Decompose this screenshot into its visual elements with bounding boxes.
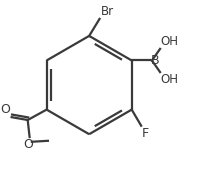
Text: O: O [0, 103, 10, 116]
Text: OH: OH [161, 73, 179, 86]
Text: F: F [142, 127, 149, 140]
Text: B: B [150, 54, 159, 67]
Text: O: O [24, 138, 34, 151]
Text: OH: OH [161, 35, 179, 48]
Text: Br: Br [101, 5, 114, 18]
